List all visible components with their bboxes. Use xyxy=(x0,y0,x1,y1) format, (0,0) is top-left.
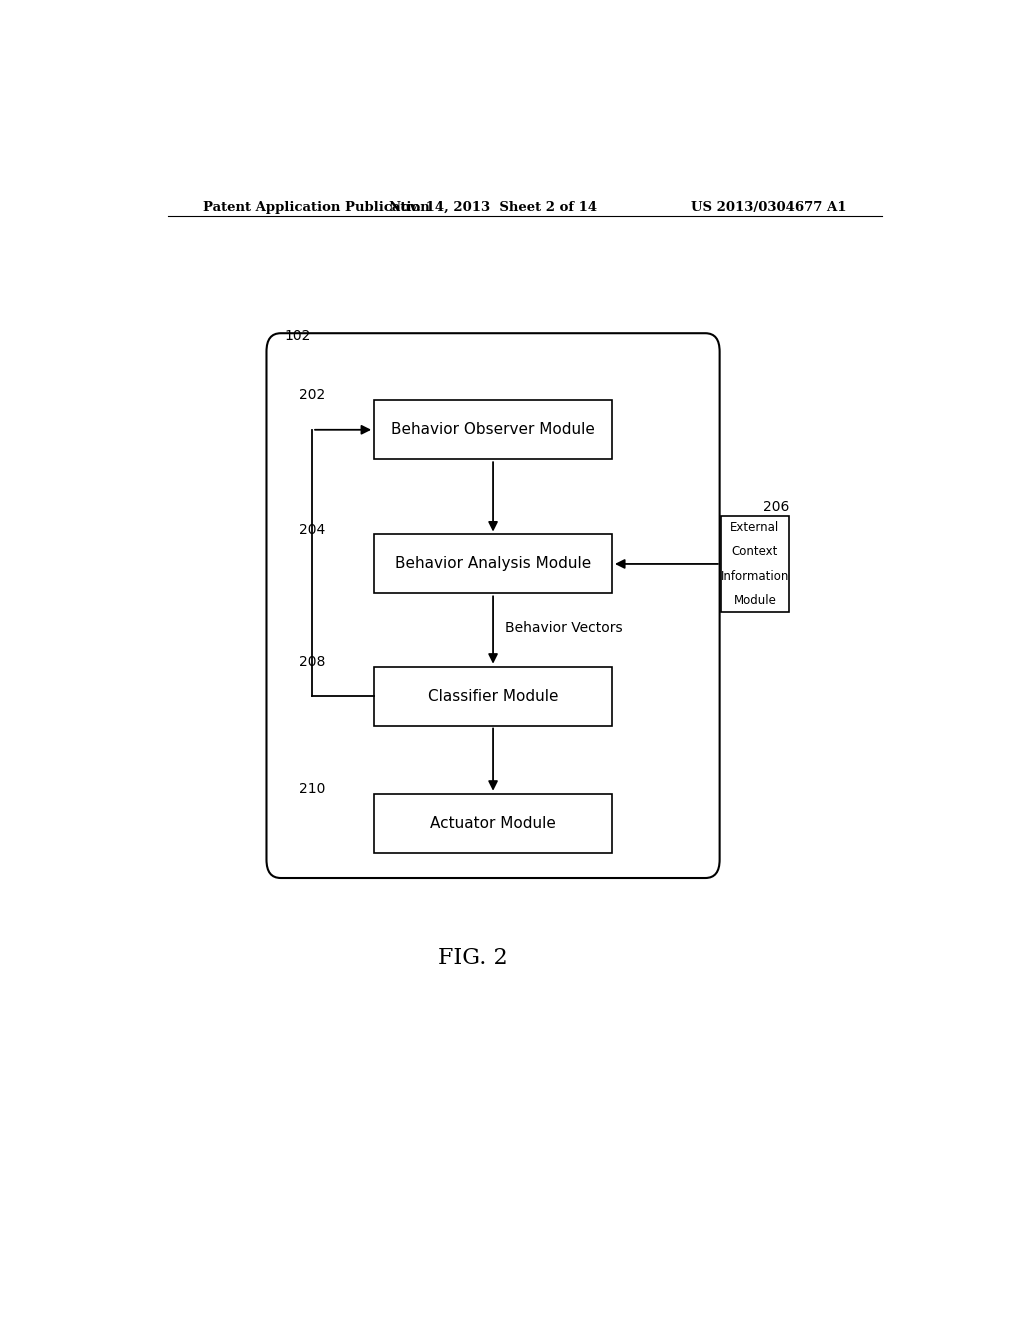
Text: Classifier Module: Classifier Module xyxy=(428,689,558,704)
Text: FIG. 2: FIG. 2 xyxy=(438,948,508,969)
FancyBboxPatch shape xyxy=(721,516,788,612)
Text: Module: Module xyxy=(733,594,776,607)
Text: 206: 206 xyxy=(763,500,790,515)
Text: Behavior Observer Module: Behavior Observer Module xyxy=(391,422,595,437)
Text: 204: 204 xyxy=(299,523,325,536)
FancyBboxPatch shape xyxy=(374,667,612,726)
FancyBboxPatch shape xyxy=(374,793,612,853)
Text: Behavior Analysis Module: Behavior Analysis Module xyxy=(395,557,591,572)
Text: Nov. 14, 2013  Sheet 2 of 14: Nov. 14, 2013 Sheet 2 of 14 xyxy=(389,201,597,214)
Text: Context: Context xyxy=(732,545,778,558)
Text: 102: 102 xyxy=(285,330,311,343)
FancyBboxPatch shape xyxy=(266,333,720,878)
Text: US 2013/0304677 A1: US 2013/0304677 A1 xyxy=(691,201,846,214)
Text: External: External xyxy=(730,521,779,535)
Text: Patent Application Publication: Patent Application Publication xyxy=(204,201,430,214)
Text: 210: 210 xyxy=(299,781,325,796)
Text: Actuator Module: Actuator Module xyxy=(430,816,556,830)
FancyBboxPatch shape xyxy=(374,400,612,459)
FancyBboxPatch shape xyxy=(374,535,612,594)
Text: Behavior Vectors: Behavior Vectors xyxy=(505,620,623,635)
Text: 208: 208 xyxy=(299,655,325,669)
Text: Information: Information xyxy=(721,569,790,582)
Text: 202: 202 xyxy=(299,388,325,403)
